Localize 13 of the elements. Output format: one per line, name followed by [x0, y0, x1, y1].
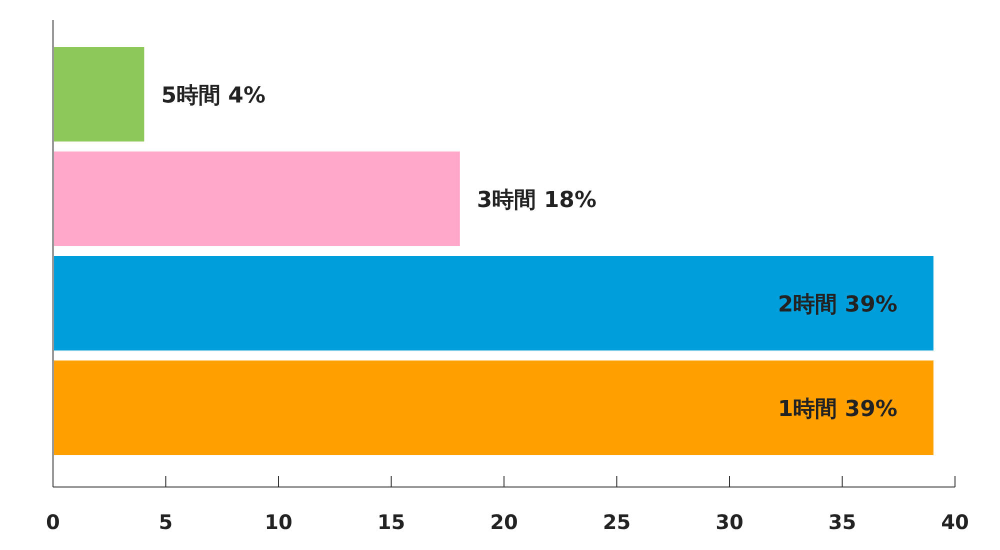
x-tick-label: 15	[377, 510, 406, 534]
x-tick-label: 5	[158, 510, 173, 534]
data-label: 3時間 18%	[476, 188, 597, 213]
x-tick-label: 25	[602, 510, 631, 534]
data-label: 1時間 39%	[778, 396, 898, 422]
x-tick-label: 30	[716, 510, 744, 534]
x-tick-label: 10	[264, 510, 292, 534]
data-label: 5時間 4%	[161, 83, 266, 108]
x-tick-label: 20	[490, 510, 518, 534]
x-tick-label: 35	[828, 510, 856, 534]
x-tick-label: 40	[941, 510, 969, 534]
data-label: 2時間 39%	[778, 292, 898, 318]
x-tick-label: 0	[46, 510, 60, 534]
